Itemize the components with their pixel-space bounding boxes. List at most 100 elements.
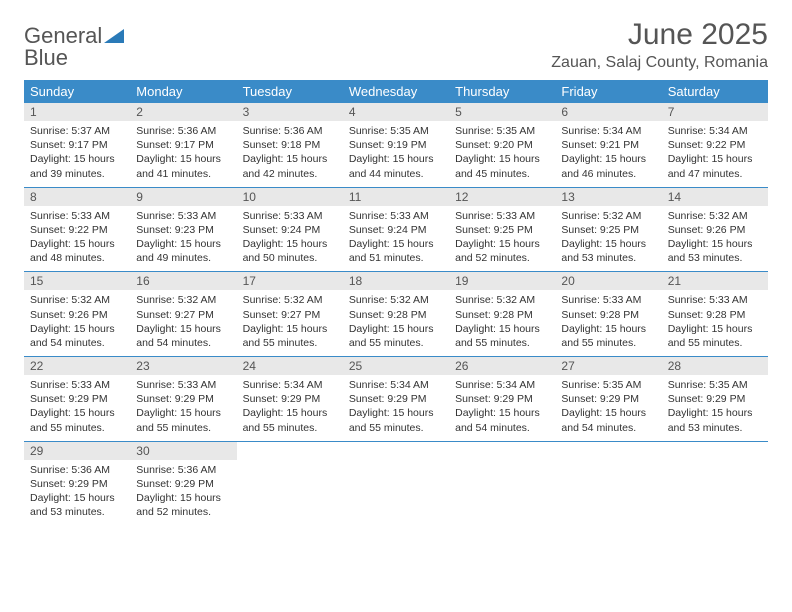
calendar-day-cell: 17Sunrise: 5:32 AMSunset: 9:27 PMDayligh…	[237, 272, 343, 357]
day-details: Sunrise: 5:34 AMSunset: 9:22 PMDaylight:…	[662, 121, 768, 187]
day-number: 22	[24, 357, 130, 375]
day-number: 8	[24, 188, 130, 206]
calendar-day-cell: 27Sunrise: 5:35 AMSunset: 9:29 PMDayligh…	[555, 357, 661, 442]
day-details: Sunrise: 5:33 AMSunset: 9:29 PMDaylight:…	[24, 375, 130, 441]
weekday-tuesday: Tuesday	[237, 80, 343, 103]
calendar-table: Sunday Monday Tuesday Wednesday Thursday…	[24, 80, 768, 525]
day-details: Sunrise: 5:32 AMSunset: 9:26 PMDaylight:…	[662, 206, 768, 272]
calendar-day-cell: 5Sunrise: 5:35 AMSunset: 9:20 PMDaylight…	[449, 103, 555, 187]
weekday-friday: Friday	[555, 80, 661, 103]
calendar-day-cell: 13Sunrise: 5:32 AMSunset: 9:25 PMDayligh…	[555, 187, 661, 272]
calendar-week-row: 1Sunrise: 5:37 AMSunset: 9:17 PMDaylight…	[24, 103, 768, 187]
calendar-day-cell: 2Sunrise: 5:36 AMSunset: 9:17 PMDaylight…	[130, 103, 236, 187]
calendar-day-cell: 12Sunrise: 5:33 AMSunset: 9:25 PMDayligh…	[449, 187, 555, 272]
day-details: Sunrise: 5:33 AMSunset: 9:29 PMDaylight:…	[130, 375, 236, 441]
day-details: Sunrise: 5:34 AMSunset: 9:21 PMDaylight:…	[555, 121, 661, 187]
calendar-day-cell: 3Sunrise: 5:36 AMSunset: 9:18 PMDaylight…	[237, 103, 343, 187]
logo-triangle-icon	[104, 27, 124, 48]
day-number: 28	[662, 357, 768, 375]
calendar-day-cell: 25Sunrise: 5:34 AMSunset: 9:29 PMDayligh…	[343, 357, 449, 442]
day-details: Sunrise: 5:33 AMSunset: 9:23 PMDaylight:…	[130, 206, 236, 272]
day-number: 24	[237, 357, 343, 375]
day-number: 14	[662, 188, 768, 206]
day-details: Sunrise: 5:36 AMSunset: 9:18 PMDaylight:…	[237, 121, 343, 187]
day-number: 11	[343, 188, 449, 206]
day-number: 26	[449, 357, 555, 375]
calendar-week-row: 8Sunrise: 5:33 AMSunset: 9:22 PMDaylight…	[24, 187, 768, 272]
weekday-header-row: Sunday Monday Tuesday Wednesday Thursday…	[24, 80, 768, 103]
day-number: 17	[237, 272, 343, 290]
day-number: 15	[24, 272, 130, 290]
day-details: Sunrise: 5:32 AMSunset: 9:28 PMDaylight:…	[449, 290, 555, 356]
day-details: Sunrise: 5:34 AMSunset: 9:29 PMDaylight:…	[449, 375, 555, 441]
calendar-week-row: 22Sunrise: 5:33 AMSunset: 9:29 PMDayligh…	[24, 357, 768, 442]
calendar-day-cell: 18Sunrise: 5:32 AMSunset: 9:28 PMDayligh…	[343, 272, 449, 357]
weekday-monday: Monday	[130, 80, 236, 103]
calendar-day-cell: 14Sunrise: 5:32 AMSunset: 9:26 PMDayligh…	[662, 187, 768, 272]
day-details: Sunrise: 5:32 AMSunset: 9:28 PMDaylight:…	[343, 290, 449, 356]
header: General Blue June 2025 Zauan, Salaj Coun…	[24, 18, 768, 72]
weekday-saturday: Saturday	[662, 80, 768, 103]
day-details: Sunrise: 5:32 AMSunset: 9:27 PMDaylight:…	[130, 290, 236, 356]
calendar-day-cell: ..	[555, 441, 661, 525]
day-number: 21	[662, 272, 768, 290]
day-details: Sunrise: 5:32 AMSunset: 9:27 PMDaylight:…	[237, 290, 343, 356]
calendar-day-cell: 24Sunrise: 5:34 AMSunset: 9:29 PMDayligh…	[237, 357, 343, 442]
day-number: 27	[555, 357, 661, 375]
calendar-week-row: 15Sunrise: 5:32 AMSunset: 9:26 PMDayligh…	[24, 272, 768, 357]
day-details: Sunrise: 5:36 AMSunset: 9:29 PMDaylight:…	[24, 460, 130, 526]
calendar-day-cell: ..	[449, 441, 555, 525]
day-details: Sunrise: 5:32 AMSunset: 9:26 PMDaylight:…	[24, 290, 130, 356]
day-details: Sunrise: 5:35 AMSunset: 9:20 PMDaylight:…	[449, 121, 555, 187]
calendar-day-cell: 19Sunrise: 5:32 AMSunset: 9:28 PMDayligh…	[449, 272, 555, 357]
day-details: Sunrise: 5:33 AMSunset: 9:24 PMDaylight:…	[237, 206, 343, 272]
calendar-day-cell: 26Sunrise: 5:34 AMSunset: 9:29 PMDayligh…	[449, 357, 555, 442]
calendar-body: 1Sunrise: 5:37 AMSunset: 9:17 PMDaylight…	[24, 103, 768, 525]
location: Zauan, Salaj County, Romania	[551, 54, 768, 72]
calendar-day-cell: 23Sunrise: 5:33 AMSunset: 9:29 PMDayligh…	[130, 357, 236, 442]
calendar-day-cell: 11Sunrise: 5:33 AMSunset: 9:24 PMDayligh…	[343, 187, 449, 272]
day-number: 10	[237, 188, 343, 206]
day-number: 2	[130, 103, 236, 121]
day-details: Sunrise: 5:36 AMSunset: 9:29 PMDaylight:…	[130, 460, 236, 526]
day-number: 20	[555, 272, 661, 290]
day-details: Sunrise: 5:32 AMSunset: 9:25 PMDaylight:…	[555, 206, 661, 272]
title-block: June 2025 Zauan, Salaj County, Romania	[551, 18, 768, 72]
weekday-wednesday: Wednesday	[343, 80, 449, 103]
calendar-day-cell: 22Sunrise: 5:33 AMSunset: 9:29 PMDayligh…	[24, 357, 130, 442]
day-details: Sunrise: 5:33 AMSunset: 9:22 PMDaylight:…	[24, 206, 130, 272]
calendar-day-cell: 1Sunrise: 5:37 AMSunset: 9:17 PMDaylight…	[24, 103, 130, 187]
day-number: 3	[237, 103, 343, 121]
calendar-day-cell: ..	[662, 441, 768, 525]
calendar-week-row: 29Sunrise: 5:36 AMSunset: 9:29 PMDayligh…	[24, 441, 768, 525]
day-number: 30	[130, 442, 236, 460]
day-number: 7	[662, 103, 768, 121]
month-title: June 2025	[551, 18, 768, 52]
day-details: Sunrise: 5:33 AMSunset: 9:24 PMDaylight:…	[343, 206, 449, 272]
weekday-thursday: Thursday	[449, 80, 555, 103]
day-details: Sunrise: 5:33 AMSunset: 9:28 PMDaylight:…	[662, 290, 768, 356]
day-details: Sunrise: 5:34 AMSunset: 9:29 PMDaylight:…	[237, 375, 343, 441]
day-number: 23	[130, 357, 236, 375]
day-number: 5	[449, 103, 555, 121]
calendar-day-cell: 10Sunrise: 5:33 AMSunset: 9:24 PMDayligh…	[237, 187, 343, 272]
calendar-day-cell: 29Sunrise: 5:36 AMSunset: 9:29 PMDayligh…	[24, 441, 130, 525]
day-details: Sunrise: 5:35 AMSunset: 9:29 PMDaylight:…	[555, 375, 661, 441]
day-details: Sunrise: 5:35 AMSunset: 9:29 PMDaylight:…	[662, 375, 768, 441]
calendar-day-cell: 21Sunrise: 5:33 AMSunset: 9:28 PMDayligh…	[662, 272, 768, 357]
day-number: 6	[555, 103, 661, 121]
calendar-day-cell: 15Sunrise: 5:32 AMSunset: 9:26 PMDayligh…	[24, 272, 130, 357]
calendar-day-cell: 20Sunrise: 5:33 AMSunset: 9:28 PMDayligh…	[555, 272, 661, 357]
logo-text: General Blue	[24, 26, 124, 70]
weekday-sunday: Sunday	[24, 80, 130, 103]
day-details: Sunrise: 5:36 AMSunset: 9:17 PMDaylight:…	[130, 121, 236, 187]
calendar-day-cell: 28Sunrise: 5:35 AMSunset: 9:29 PMDayligh…	[662, 357, 768, 442]
day-details: Sunrise: 5:34 AMSunset: 9:29 PMDaylight:…	[343, 375, 449, 441]
day-number: 13	[555, 188, 661, 206]
calendar-day-cell: 8Sunrise: 5:33 AMSunset: 9:22 PMDaylight…	[24, 187, 130, 272]
day-number: 4	[343, 103, 449, 121]
day-details: Sunrise: 5:35 AMSunset: 9:19 PMDaylight:…	[343, 121, 449, 187]
day-number: 16	[130, 272, 236, 290]
day-details: Sunrise: 5:37 AMSunset: 9:17 PMDaylight:…	[24, 121, 130, 187]
logo-word-blue: Blue	[24, 45, 68, 70]
